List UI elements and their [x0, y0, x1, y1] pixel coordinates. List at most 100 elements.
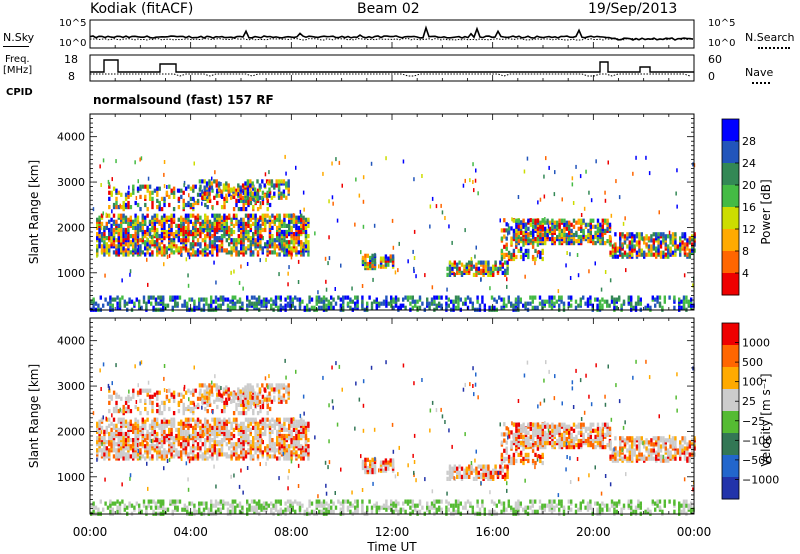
- power-cell: [571, 182, 574, 187]
- velocity-cell: [558, 422, 561, 427]
- power-cell: [235, 252, 238, 257]
- power-cell: [560, 295, 563, 300]
- power-cell: [477, 191, 479, 196]
- power-cell: [140, 156, 143, 161]
- velocity-cell: [616, 458, 619, 463]
- velocity-cell: [456, 466, 459, 471]
- power-cell: [580, 234, 583, 240]
- velocity-cell: [216, 417, 219, 422]
- velocity-cell: [184, 423, 188, 428]
- velocity-cell: [273, 419, 276, 424]
- power-cell: [456, 266, 459, 271]
- power-cell: [560, 237, 564, 242]
- power-cell: [469, 297, 472, 302]
- velocity-cell: [127, 404, 130, 410]
- velocity-cell: [517, 422, 520, 427]
- power-cell: [361, 255, 365, 260]
- power-cell: [553, 295, 556, 300]
- velocity-cell: [151, 404, 154, 410]
- velocity-cell: [655, 436, 658, 441]
- power-cell: [100, 248, 104, 253]
- velocity-cell: [136, 452, 140, 457]
- power-cell: [307, 252, 310, 257]
- power-cell: [172, 194, 176, 199]
- power-cell: [331, 195, 334, 200]
- power-cell: [659, 250, 663, 255]
- power-cell: [489, 266, 492, 271]
- power-cell: [673, 305, 676, 310]
- power-cell: [270, 179, 274, 184]
- power-cell: [574, 299, 578, 304]
- power-cell: [242, 221, 245, 226]
- power-cell: [224, 297, 227, 302]
- power-cell: [596, 218, 600, 223]
- power-cell: [501, 262, 504, 267]
- power-cell: [100, 213, 104, 218]
- velocity-cell: [208, 427, 212, 432]
- power-cell: [225, 238, 228, 243]
- power-cell: [244, 250, 248, 255]
- power-cell: [144, 215, 147, 220]
- power-cell: [327, 261, 329, 266]
- power-cell: [297, 225, 300, 230]
- velocity-cell: [505, 456, 508, 461]
- velocity-cell: [105, 440, 108, 445]
- power-cell: [177, 205, 181, 210]
- power-cell: [160, 196, 164, 201]
- power-cell: [688, 250, 691, 255]
- velocity-cell: [544, 441, 547, 446]
- velocity-cell: [100, 452, 104, 457]
- power-cell: [594, 241, 597, 246]
- velocity-cell: [148, 388, 152, 393]
- power-cell: [216, 213, 219, 218]
- power-cell: [268, 232, 272, 237]
- velocity-cell: [232, 391, 235, 396]
- velocity-cell: [165, 454, 168, 459]
- power-cell: [163, 172, 165, 177]
- power-cell: [673, 295, 676, 300]
- velocity-cell: [153, 436, 156, 441]
- power-cell: [111, 209, 113, 214]
- power-cell: [556, 220, 559, 225]
- power-cell: [273, 219, 276, 224]
- power-cell: [483, 303, 486, 308]
- velocity-cell: [522, 426, 525, 431]
- velocity-cell: [544, 445, 547, 450]
- power-cell: [278, 245, 280, 250]
- power-cell: [565, 220, 568, 225]
- velocity-cell: [210, 385, 214, 390]
- velocity-cell: [619, 440, 622, 445]
- power-cell: [500, 248, 504, 253]
- velocity-cell: [391, 458, 395, 463]
- power-cell: [370, 161, 373, 166]
- power-cell: [202, 297, 206, 302]
- power-cell: [208, 198, 212, 203]
- power-cell: [638, 248, 641, 253]
- power-cell: [151, 205, 154, 210]
- power-cell: [164, 303, 167, 308]
- velocity-cell: [515, 422, 518, 427]
- power-cell: [652, 246, 655, 251]
- velocity-cell: [264, 417, 267, 422]
- power-cell: [371, 263, 374, 269]
- velocity-cell: [189, 456, 192, 461]
- power-cell: [160, 223, 164, 228]
- power-cell: [631, 252, 634, 257]
- power-cell: [575, 230, 578, 235]
- velocity-cell: [112, 417, 116, 422]
- power-cell: [198, 179, 202, 184]
- power-cell: [548, 165, 550, 170]
- power-cell: [318, 299, 321, 304]
- ytick-label: 1000: [57, 267, 85, 280]
- power-cell: [278, 272, 280, 277]
- freq-label: Freq.: [5, 54, 30, 65]
- power-cell: [435, 303, 438, 308]
- power-cell: [664, 242, 667, 247]
- power-cell: [156, 246, 159, 251]
- power-cell: [642, 237, 644, 242]
- power-cell: [638, 244, 641, 249]
- power-cell: [448, 270, 452, 275]
- power-cell: [205, 185, 209, 190]
- velocity-cell: [268, 383, 271, 388]
- power-cell: [180, 188, 183, 193]
